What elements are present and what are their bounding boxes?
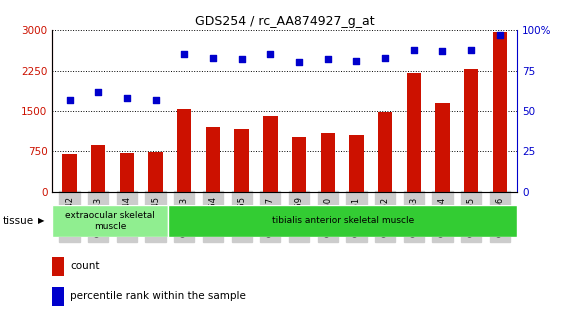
Bar [292, 137, 306, 192]
Bar [321, 133, 335, 192]
Bar [120, 153, 134, 192]
Point [352, 58, 361, 64]
Bar [52, 287, 64, 306]
Bar [349, 134, 364, 192]
Bar [52, 256, 64, 276]
Bar [235, 129, 249, 192]
Text: tissue: tissue [3, 216, 34, 226]
Bar [378, 113, 392, 192]
Point [409, 47, 418, 52]
Point [122, 95, 131, 101]
Bar [464, 70, 478, 192]
Point [323, 56, 332, 62]
Bar [407, 73, 421, 192]
Bar [177, 109, 192, 192]
Bar [263, 116, 278, 192]
Point [209, 55, 218, 60]
Bar [52, 205, 168, 237]
Text: ▶: ▶ [38, 216, 44, 225]
Text: extraocular skeletal
muscle: extraocular skeletal muscle [66, 211, 155, 230]
Point [495, 32, 504, 38]
Point [295, 60, 304, 65]
Bar [91, 145, 105, 192]
Point [94, 89, 103, 94]
Point [180, 52, 189, 57]
Bar [206, 127, 220, 192]
Text: tibialis anterior skeletal muscle: tibialis anterior skeletal muscle [272, 216, 414, 225]
Point [151, 97, 160, 102]
Point [381, 55, 390, 60]
Bar [435, 103, 450, 192]
Bar [493, 32, 507, 192]
Title: GDS254 / rc_AA874927_g_at: GDS254 / rc_AA874927_g_at [195, 15, 375, 28]
Bar [148, 152, 163, 192]
Text: count: count [70, 261, 99, 271]
Point [438, 48, 447, 54]
Point [467, 47, 476, 52]
Point [237, 56, 246, 62]
Point [266, 52, 275, 57]
Bar [62, 154, 77, 192]
Bar [168, 205, 517, 237]
Point [65, 97, 74, 102]
Text: percentile rank within the sample: percentile rank within the sample [70, 291, 246, 301]
